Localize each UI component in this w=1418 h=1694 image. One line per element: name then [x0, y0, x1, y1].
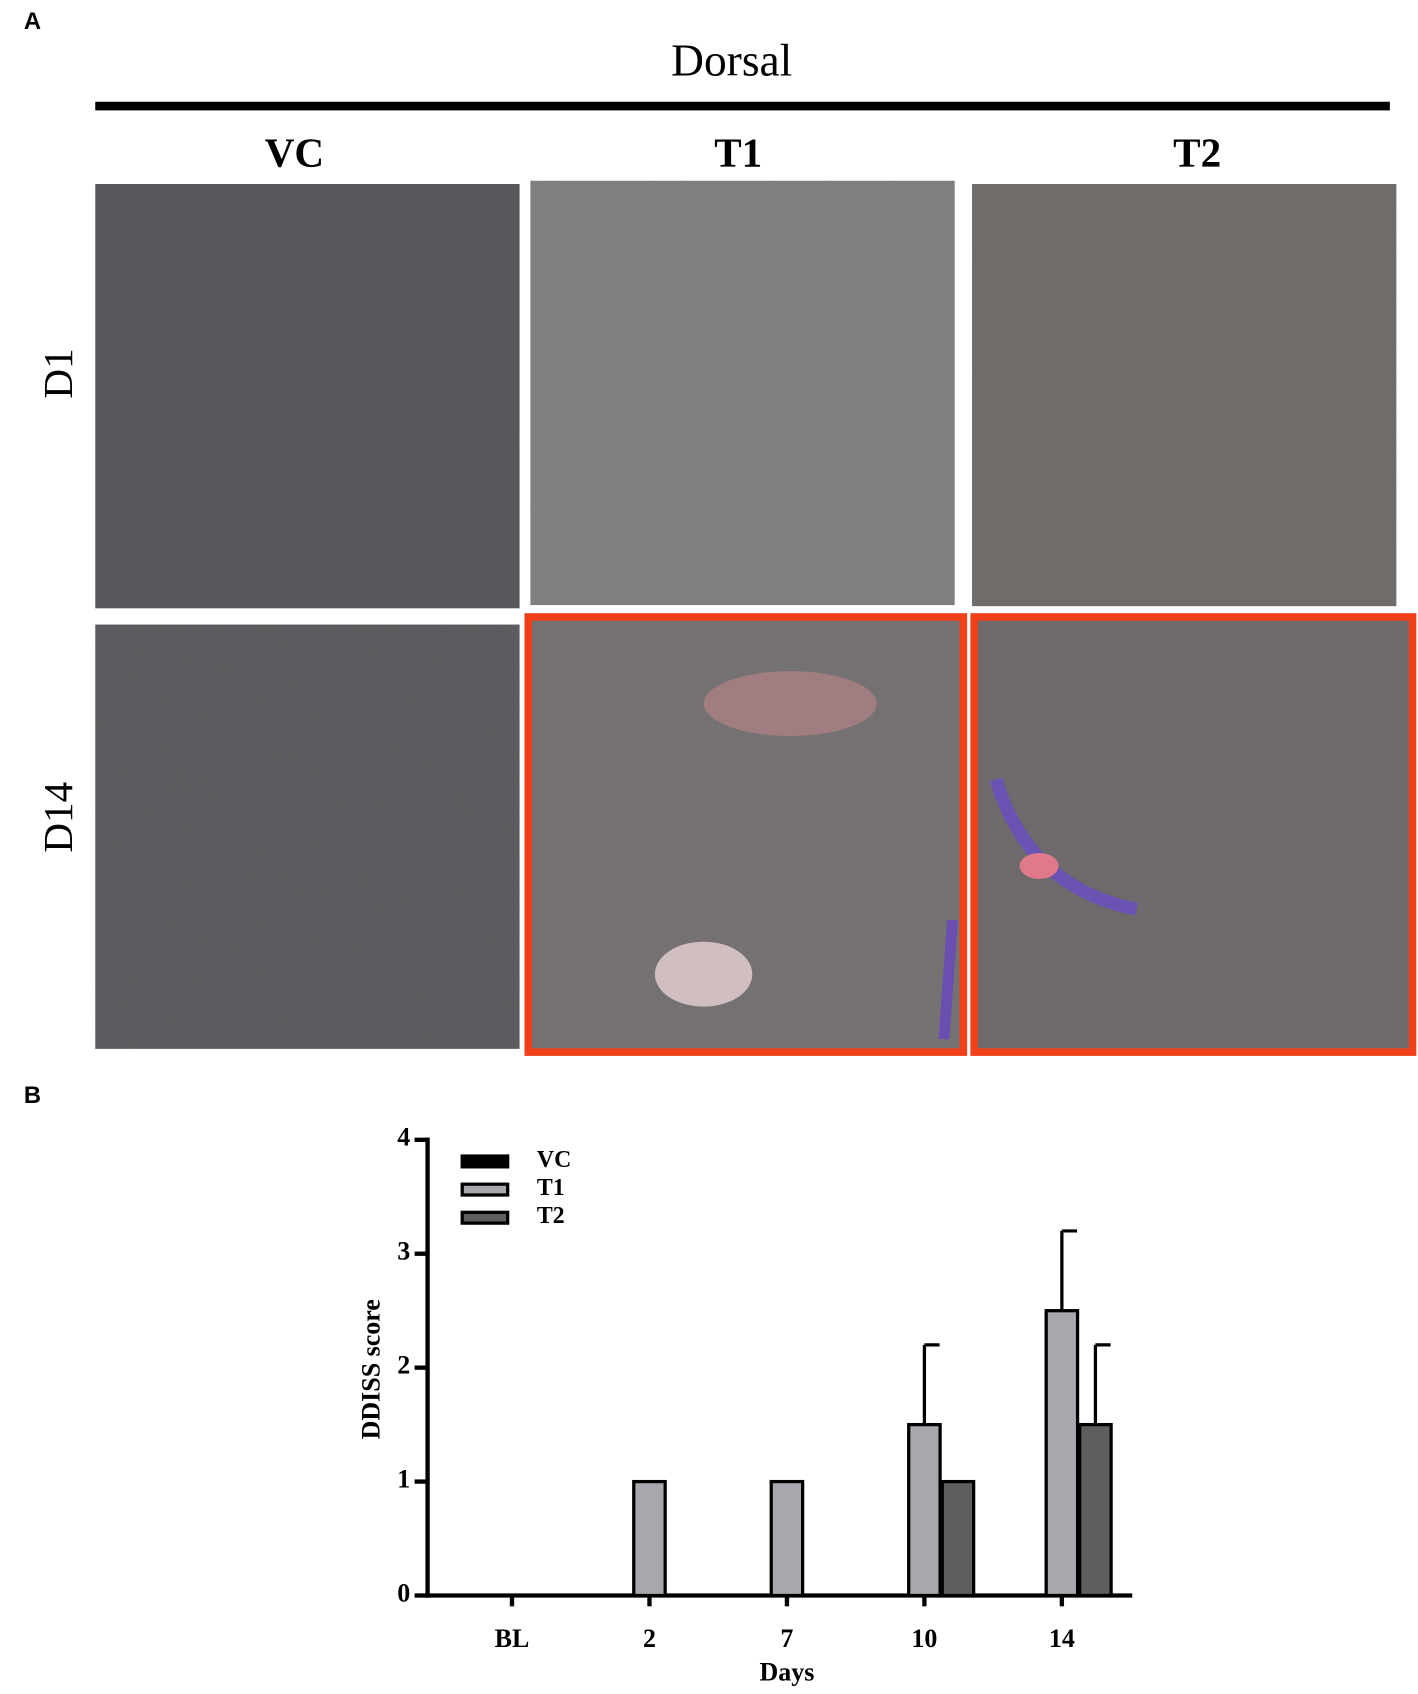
- photo-highlight: [970, 613, 1417, 1056]
- legend-swatch: [460, 1182, 510, 1197]
- bar: [632, 1479, 667, 1598]
- title-rule: [95, 101, 1390, 111]
- x-tick-label: 2: [643, 1624, 656, 1653]
- x-tick-label: BL: [495, 1624, 530, 1653]
- bar: [1078, 1422, 1113, 1598]
- bar: [907, 1422, 942, 1598]
- x-tick-label: 10: [911, 1624, 937, 1653]
- photo-detail: [1019, 852, 1059, 879]
- y-tick-label: 0: [397, 1578, 410, 1607]
- panel-title: Dorsal: [671, 34, 792, 85]
- legend-swatch: [460, 1154, 510, 1169]
- photo: [974, 616, 1413, 1053]
- column-label: T1: [714, 129, 762, 175]
- bar: [1044, 1309, 1080, 1598]
- photo: [530, 180, 955, 606]
- legend-label: VC: [537, 1147, 571, 1173]
- photo: [95, 184, 520, 609]
- bar: [769, 1479, 805, 1598]
- legend-label: T1: [537, 1175, 565, 1201]
- photo-detail: [703, 671, 877, 737]
- x-tick-label: 14: [1049, 1624, 1075, 1653]
- y-tick-label: 4: [397, 1123, 410, 1152]
- column-label: T2: [1173, 129, 1221, 175]
- photo-grid: [95, 180, 1417, 1056]
- photo: [972, 184, 1397, 607]
- legend-swatch: [460, 1210, 510, 1225]
- error-bar: [1060, 1229, 1078, 1311]
- row-label: D1: [35, 348, 81, 398]
- column-label: VC: [265, 129, 324, 175]
- y-tick-label: 1: [397, 1465, 410, 1494]
- panel-label: A: [24, 8, 41, 35]
- photo-detail: [654, 941, 753, 1007]
- legend-label: T2: [537, 1203, 565, 1229]
- photo-highlight: [524, 613, 968, 1056]
- x-axis-title: Days: [760, 1657, 815, 1686]
- y-axis-title: DDISS score: [356, 1299, 385, 1439]
- x-tick-label: 7: [780, 1624, 793, 1653]
- error-bar: [1093, 1343, 1111, 1425]
- error-bar: [922, 1343, 940, 1425]
- row-label: D14: [35, 782, 81, 853]
- photo: [95, 624, 520, 1049]
- photo-detail: [938, 919, 958, 1040]
- y-tick-label: 3: [397, 1237, 410, 1266]
- panel-label: B: [24, 1082, 41, 1109]
- bar: [940, 1479, 976, 1598]
- y-tick-label: 2: [397, 1351, 410, 1380]
